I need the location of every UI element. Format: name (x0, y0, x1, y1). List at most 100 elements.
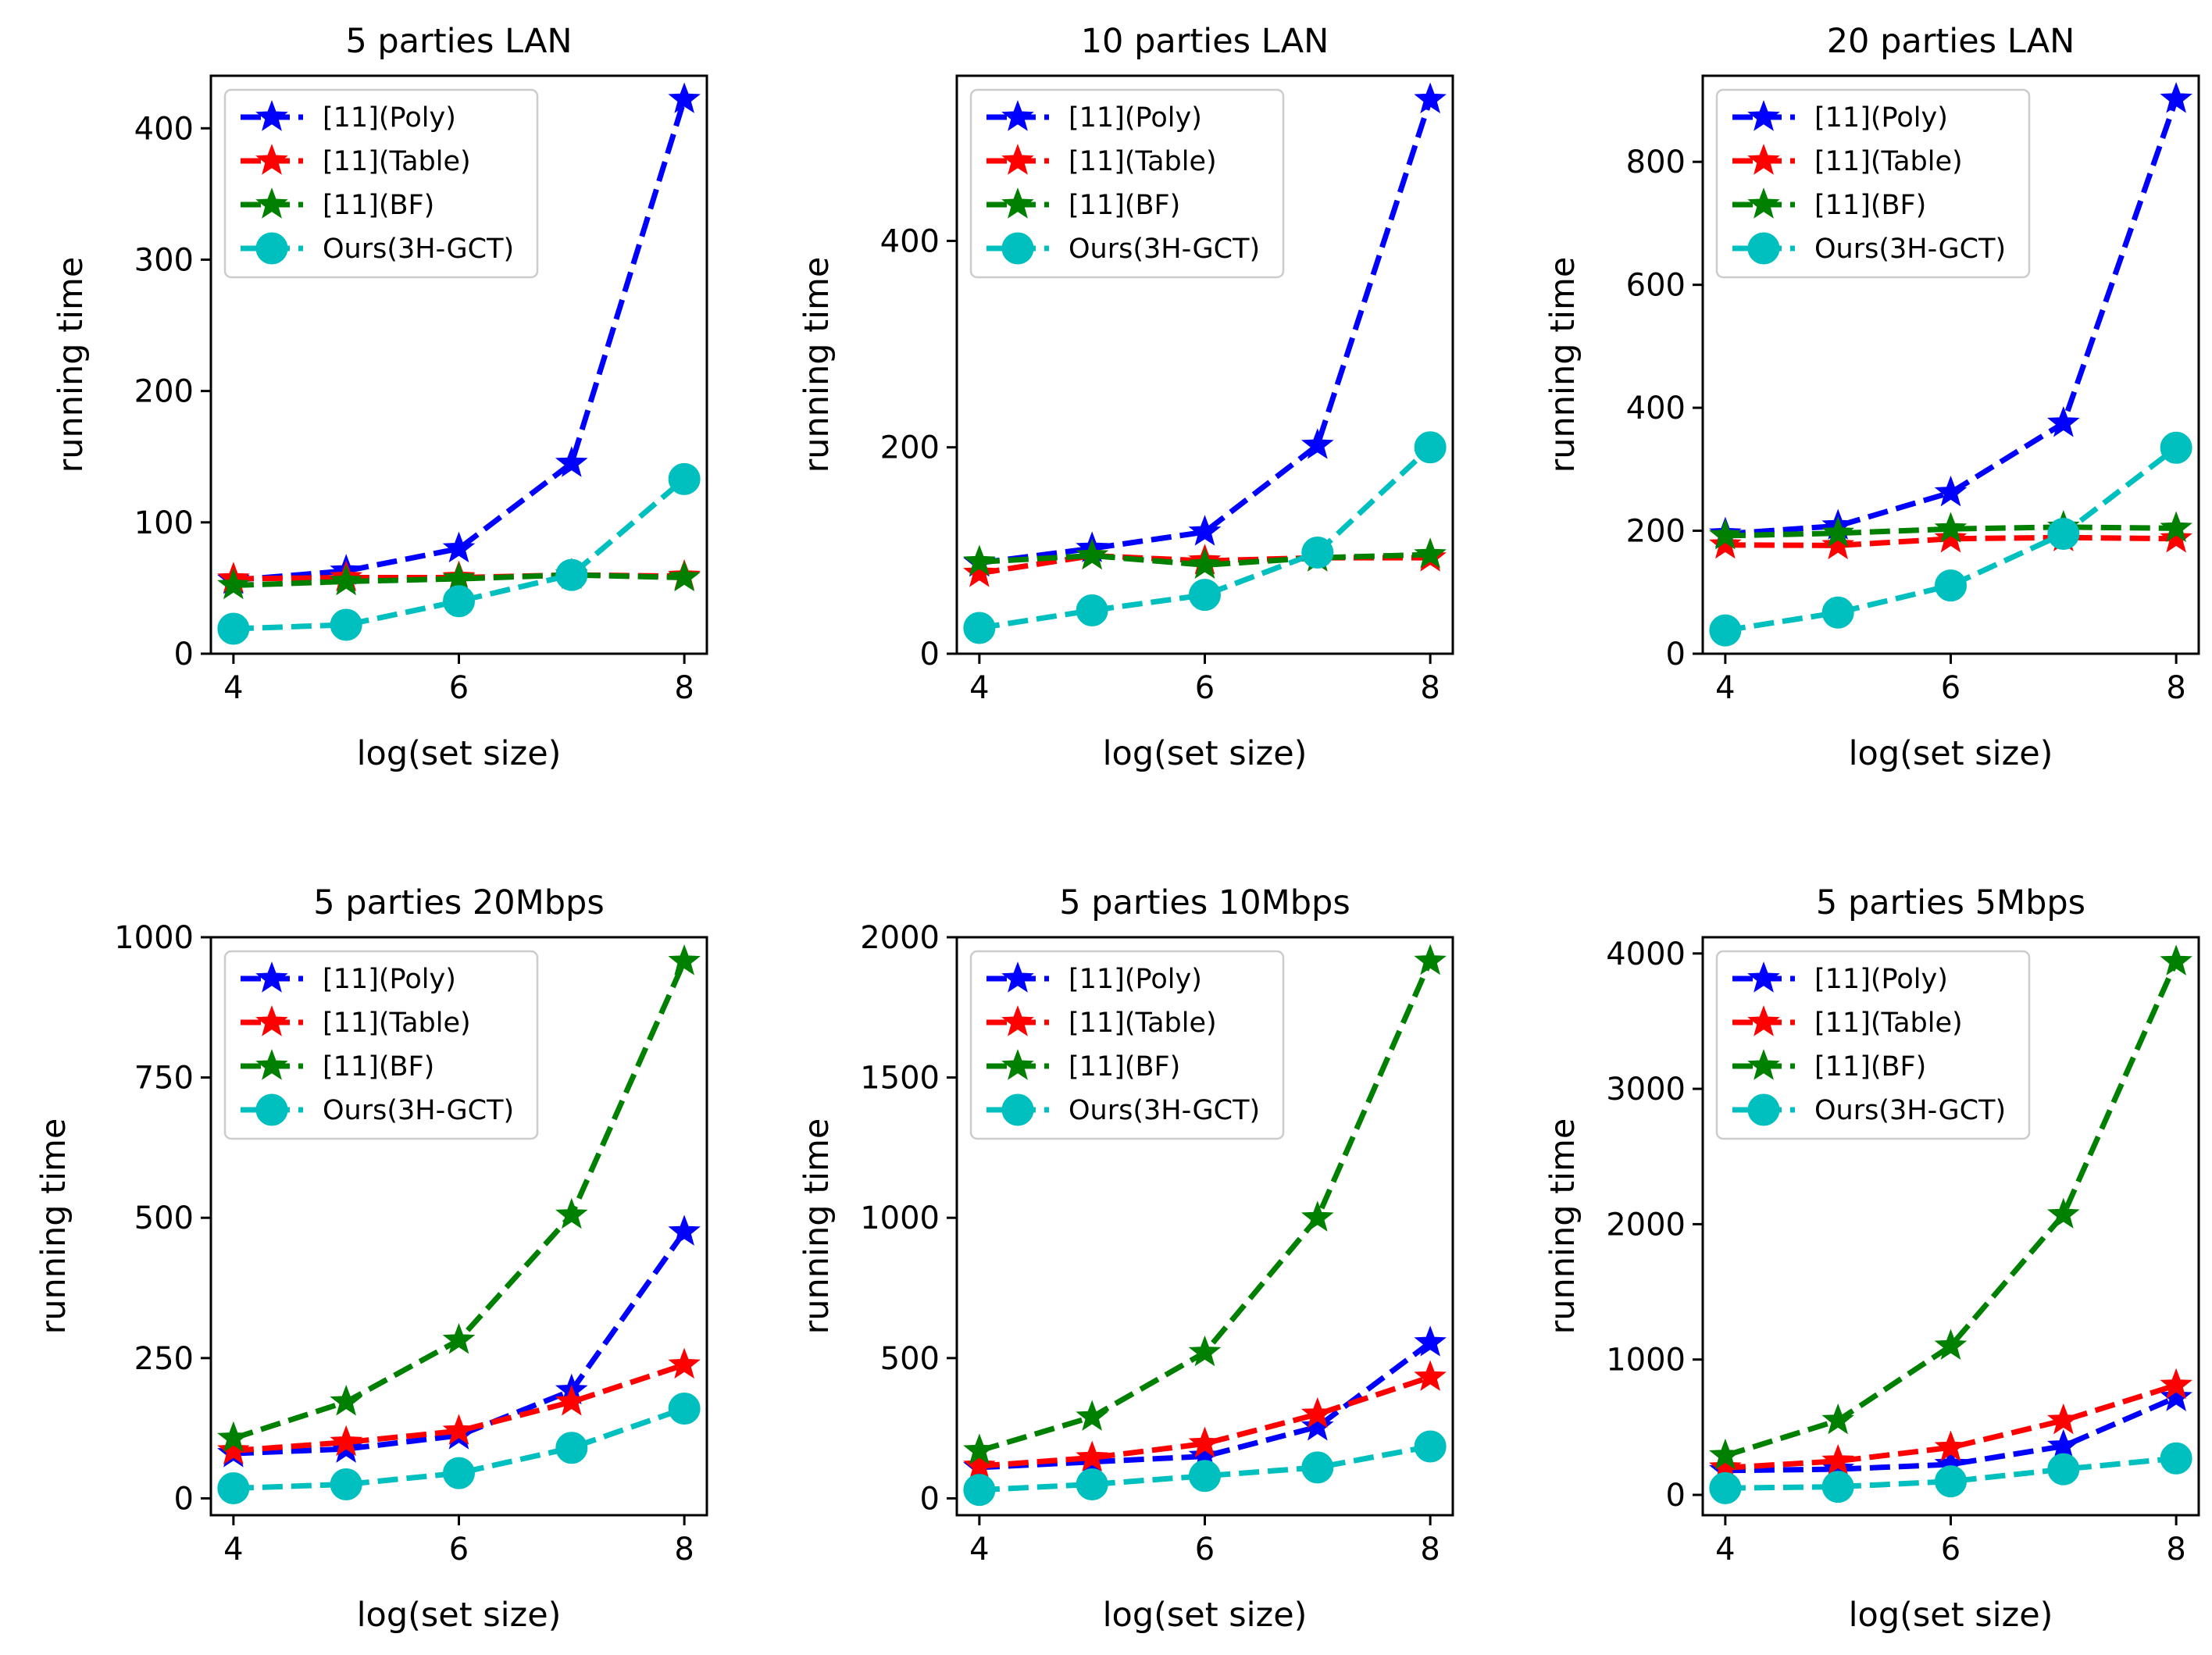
plot-area (1709, 944, 2192, 1504)
legend-marker (255, 232, 288, 265)
data-point (1821, 528, 1855, 560)
legend-box (1715, 950, 2031, 1140)
data-point (1076, 1440, 1109, 1471)
data-point (963, 544, 996, 576)
legend-marker (1001, 1005, 1034, 1036)
data-point (2160, 82, 2192, 113)
series-line-3 (1725, 524, 2177, 539)
y-tick-label: 0 (920, 1481, 940, 1517)
plot-area (217, 82, 701, 645)
plot-area (1709, 82, 2192, 647)
data-point (668, 1347, 701, 1379)
legend-label: [11](Poly) (1814, 102, 1948, 134)
y-tick-label: 400 (880, 223, 940, 259)
data-point (1414, 82, 1447, 114)
y-tick-label: 2000 (1606, 1207, 1686, 1243)
y-tick-label: 750 (134, 1061, 194, 1097)
y-tick-label: 2000 (860, 920, 940, 956)
y-tick-label: 600 (1626, 268, 1686, 304)
data-point (1301, 537, 1334, 569)
data-point (555, 446, 588, 477)
data-point (1188, 1426, 1222, 1458)
series-line-2 (233, 1362, 686, 1453)
data-point (2160, 1368, 2192, 1400)
data-point (963, 1449, 996, 1480)
legend: [11](Poly) [11](Table) [11](BF) Ours(3H-GCT… (223, 950, 539, 1140)
data-point (1414, 943, 1447, 976)
y-tick-label: 1000 (114, 920, 194, 956)
series-line-1 (233, 1230, 687, 1457)
data-point (1821, 1471, 1854, 1503)
data-point (330, 1385, 363, 1416)
legend-box (223, 88, 539, 279)
data-point (1709, 519, 1742, 550)
series-line-4 (979, 445, 1432, 631)
legend-label: Ours(3H-GCT) (323, 234, 514, 265)
data-point (442, 531, 476, 563)
data-point (2046, 1429, 2080, 1461)
legend-label: [11](BF) (1814, 1051, 1926, 1083)
legend-label: [11](BF) (1814, 190, 1926, 221)
data-point (963, 1433, 996, 1464)
y-axis-label: running time (1543, 257, 1582, 473)
x-tick-label: 6 (1941, 670, 1960, 706)
data-point (1189, 579, 1221, 612)
legend-box (223, 950, 539, 1140)
data-point (330, 564, 363, 596)
data-point (1935, 1465, 1967, 1498)
legend-marker (1001, 232, 1034, 265)
y-tick-label: 0 (920, 637, 940, 672)
chart-title: 5 parties LAN (345, 22, 572, 61)
y-tick-label: 200 (1626, 514, 1686, 550)
data-point (1414, 1325, 1447, 1357)
legend-label: [11](BF) (1069, 1051, 1180, 1083)
data-point (555, 558, 588, 591)
data-point (2047, 517, 2080, 550)
plot-area (963, 943, 1447, 1507)
x-axis-label: log(set size) (1849, 1596, 2053, 1635)
data-point (217, 1472, 250, 1505)
legend-label: [11](Poly) (323, 964, 456, 995)
legend-label: [11](Poly) (323, 102, 456, 134)
data-point (668, 1214, 701, 1246)
data-point (1300, 1409, 1334, 1441)
legend-marker (1001, 961, 1034, 993)
data-point (1414, 1430, 1447, 1463)
data-point (668, 560, 701, 592)
data-point (2160, 1380, 2192, 1411)
series-line-4 (233, 1406, 686, 1491)
data-point (555, 1197, 588, 1229)
legend-label: [11](BF) (1069, 190, 1180, 221)
data-point (2047, 1453, 2080, 1486)
legend: [11](Poly) [11](Table) [11](BF) Ours(3H-GCT… (969, 950, 1285, 1140)
chart-title: 10 parties LAN (1081, 22, 1329, 61)
legend-label: Ours(3H-GCT) (1814, 1095, 2006, 1126)
legend-marker (1001, 100, 1034, 131)
legend: [11](Poly) [11](Table) [11](BF) Ours(3H-GCT… (1715, 88, 2031, 279)
y-tick-label: 500 (134, 1200, 194, 1236)
legend-label: [11](Poly) (1069, 102, 1202, 134)
legend-box (1715, 88, 2031, 279)
chart-title: 5 parties 10Mbps (1059, 883, 1350, 922)
x-tick-label: 8 (1420, 1532, 1440, 1568)
data-point (1189, 1460, 1221, 1493)
data-point (1709, 1438, 1742, 1470)
legend-marker (1747, 187, 1780, 219)
chart-panel-5: 5 parties 10Mbps 4 6 8 0 500 1000 1500 2000 log(s… (797, 883, 1454, 1635)
data-point (2046, 1403, 2080, 1435)
data-point (442, 562, 476, 593)
legend-marker (1001, 144, 1034, 175)
series-line-4 (1725, 445, 2178, 633)
data-point (1300, 1200, 1334, 1232)
x-tick-label: 8 (2166, 670, 2185, 706)
chart-panel-1: 5 parties LAN 4 6 8 0 100 200 300 400 log(set siz… (52, 22, 708, 773)
legend-label: [11](Table) (1814, 146, 1963, 177)
y-tick-label: 400 (1626, 391, 1686, 426)
series-line-1 (1725, 1394, 2178, 1474)
chart-panel-4: 5 parties 20Mbps 4 6 8 0 250 500 750 1000 log(set… (34, 883, 708, 1635)
x-axis-label: log(set size) (1849, 734, 2053, 773)
legend-label: [11](Table) (1069, 146, 1217, 177)
data-point (2046, 405, 2080, 437)
data-point (963, 612, 996, 644)
data-point (1188, 548, 1222, 579)
